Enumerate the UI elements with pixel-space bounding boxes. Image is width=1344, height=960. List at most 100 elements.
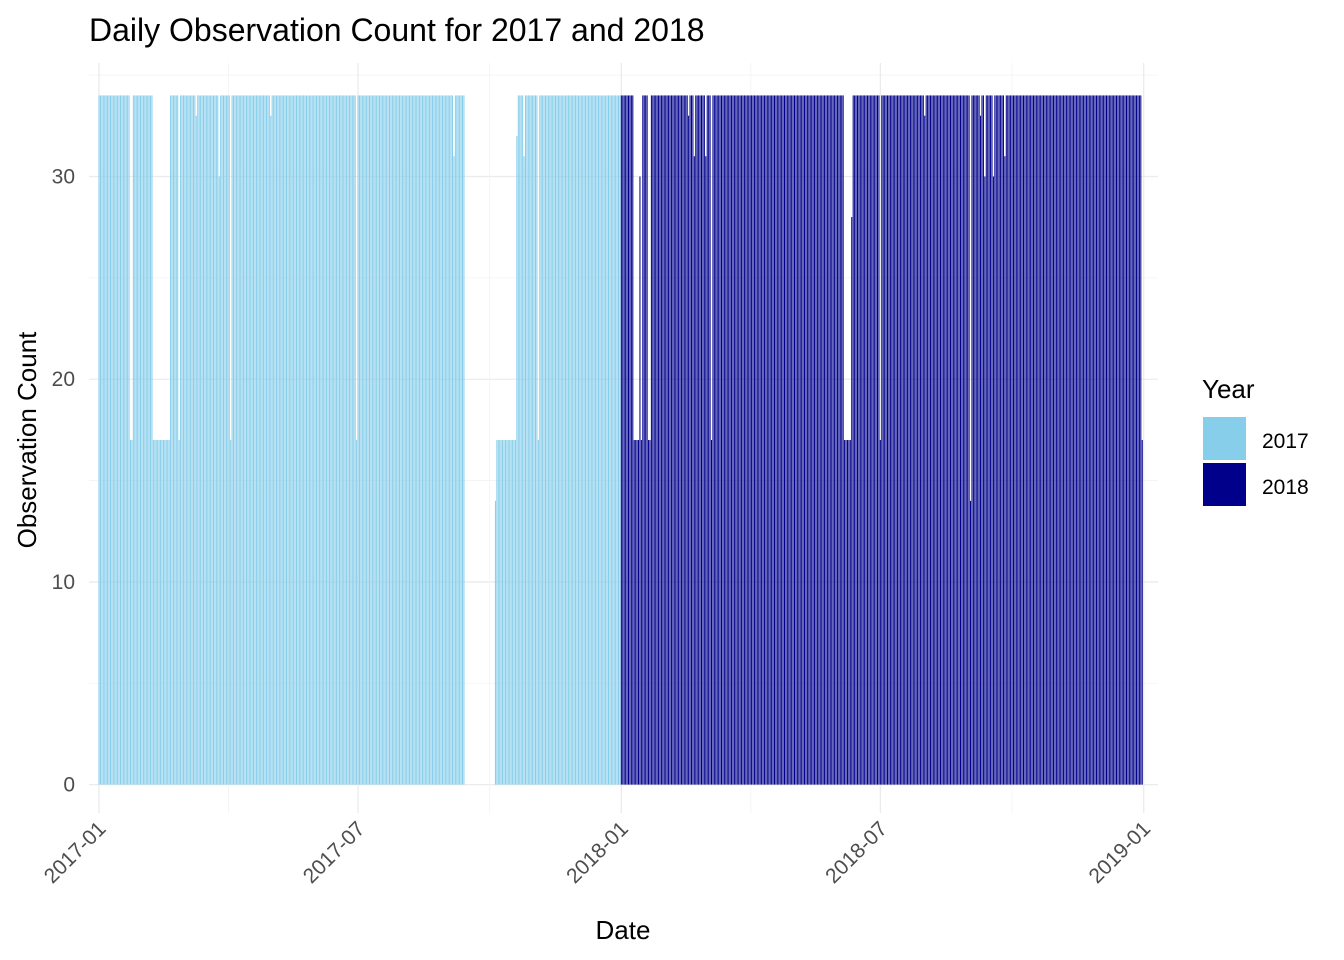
bar: [806, 95, 808, 785]
bar: [924, 115, 926, 785]
bar: [109, 95, 111, 785]
bar: [1113, 95, 1115, 785]
bar: [431, 95, 433, 785]
bar: [512, 440, 514, 785]
bar: [609, 95, 611, 785]
bar: [607, 95, 609, 785]
bar: [865, 95, 867, 785]
bar: [898, 95, 900, 785]
bar: [318, 95, 320, 785]
bar: [908, 95, 910, 785]
bar: [161, 440, 163, 785]
bar: [244, 95, 246, 785]
bar: [202, 95, 204, 785]
bar: [102, 95, 104, 785]
bar: [1002, 95, 1004, 785]
bar: [582, 95, 584, 785]
bar: [527, 95, 529, 785]
bar: [1095, 95, 1097, 785]
bar: [214, 95, 216, 785]
bar: [346, 95, 348, 785]
bar: [461, 95, 464, 785]
bar: [756, 95, 758, 785]
bar: [519, 95, 521, 785]
bar: [778, 95, 780, 785]
bar: [424, 95, 426, 785]
bar: [174, 95, 176, 785]
bar: [394, 95, 396, 785]
bars: [98, 95, 1143, 785]
bar: [1060, 95, 1062, 785]
bar: [307, 95, 309, 785]
bar: [434, 95, 436, 785]
bar: [861, 95, 863, 785]
bar: [879, 440, 881, 785]
bar: [939, 95, 941, 785]
bar: [885, 95, 887, 785]
bar: [635, 440, 637, 785]
bar: [630, 95, 632, 785]
bar: [1117, 95, 1119, 785]
bar: [622, 95, 624, 785]
bar: [255, 95, 257, 785]
bar: [901, 95, 903, 785]
bar: [447, 95, 449, 785]
bar: [114, 95, 116, 785]
bar: [439, 95, 441, 785]
bar: [779, 95, 781, 785]
bar: [215, 95, 217, 785]
bar: [516, 135, 518, 785]
bar: [440, 95, 442, 785]
bar: [409, 95, 411, 785]
bar: [897, 95, 899, 785]
bar: [849, 440, 851, 785]
bar: [188, 95, 190, 785]
bar: [192, 95, 194, 785]
bar: [709, 95, 711, 785]
bar: [221, 95, 223, 785]
bar: [1015, 95, 1017, 785]
bar: [753, 95, 755, 785]
bar: [663, 95, 665, 785]
bar: [612, 95, 614, 785]
bar: [233, 95, 235, 785]
bar: [274, 95, 276, 785]
bar: [463, 95, 465, 785]
bar: [655, 95, 657, 785]
bar: [678, 95, 680, 785]
bar: [649, 440, 651, 785]
bar: [619, 95, 621, 785]
bar: [1043, 95, 1045, 785]
bar: [237, 95, 239, 785]
bar: [400, 95, 402, 785]
bar: [997, 95, 999, 785]
bar: [1041, 95, 1043, 785]
bar: [542, 95, 544, 785]
bar: [524, 95, 526, 785]
bar: [696, 95, 698, 785]
bar: [313, 95, 315, 785]
bar: [977, 95, 979, 785]
bar: [592, 95, 594, 785]
bar: [902, 95, 904, 785]
bar: [356, 440, 358, 785]
bar: [731, 95, 733, 785]
bar: [1091, 95, 1093, 785]
bar: [396, 95, 398, 785]
bar: [190, 95, 192, 785]
bar: [506, 440, 508, 785]
bar: [726, 95, 728, 785]
legend-label-2018: 2018: [1262, 476, 1309, 499]
bar: [134, 95, 136, 785]
bar: [569, 95, 571, 785]
bar: [812, 95, 814, 785]
bar: [194, 95, 196, 785]
bar: [562, 95, 564, 785]
bar: [1075, 95, 1077, 785]
bar: [204, 95, 206, 785]
bar: [632, 95, 634, 785]
bar: [543, 95, 545, 785]
bar: [838, 95, 840, 785]
bar: [264, 95, 266, 785]
bar: [177, 95, 179, 785]
